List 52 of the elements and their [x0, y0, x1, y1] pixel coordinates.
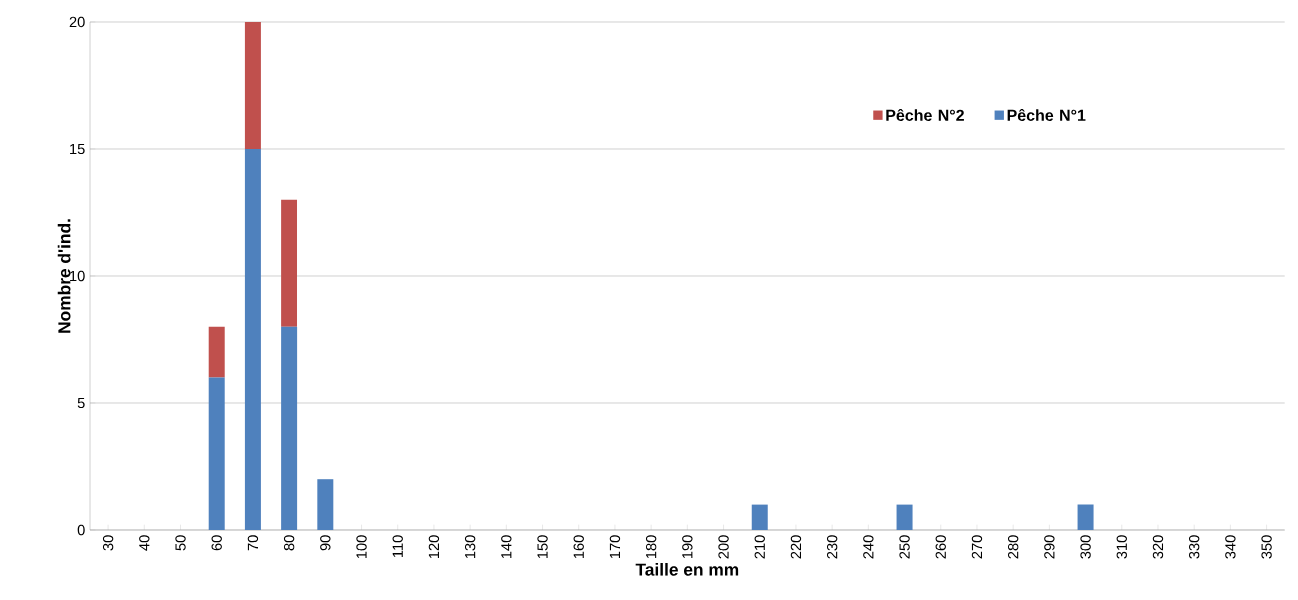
legend-label: Pêche N°2	[886, 108, 964, 121]
bar	[1077, 504, 1094, 530]
y-tick-label: 20	[69, 16, 85, 28]
y-tick-label: 10	[70, 270, 85, 282]
x-tick-label: 190	[682, 535, 693, 559]
x-tick-label: 270	[971, 535, 983, 559]
x-tick-label: 290	[1044, 535, 1055, 559]
x-tick-label: 140	[501, 535, 512, 559]
bar	[317, 479, 334, 530]
x-tick-label: 40	[139, 535, 150, 551]
x-tick-label: 210	[754, 535, 765, 559]
x-tick-label: 240	[863, 535, 874, 559]
x-tick-label: 50	[175, 535, 186, 551]
x-tick-label: 160	[573, 535, 584, 559]
bar	[208, 326, 225, 378]
x-tick-label: 100	[356, 535, 367, 559]
bar	[896, 504, 913, 530]
x-tick-label: 330	[1189, 535, 1200, 559]
x-tick-label: 180	[645, 535, 657, 559]
x-tick-label: 260	[935, 535, 946, 559]
x-tick-label: 110	[392, 535, 403, 557]
y-tick-label: 15	[70, 143, 85, 155]
x-tick-label: 250	[899, 535, 910, 559]
x-tick-label: 350	[1261, 535, 1272, 559]
x-tick-label: 280	[1007, 535, 1019, 559]
x-tick-label: 300	[1080, 535, 1091, 559]
bar	[751, 504, 768, 530]
x-tick-label: 90	[320, 535, 331, 551]
x-tick-label: 120	[428, 535, 440, 559]
x-tick-label: 70	[247, 535, 259, 551]
bar	[208, 377, 225, 530]
x-tick-label: 30	[102, 535, 114, 551]
x-tick-label: 170	[609, 535, 621, 559]
bar	[244, 22, 261, 149]
x-tick-label: 320	[1152, 535, 1164, 559]
x-tick-label: 150	[537, 535, 548, 559]
y-tick-label: 0	[77, 524, 85, 536]
bar	[244, 149, 261, 530]
y-tick-label: 5	[77, 397, 85, 409]
x-tick-label: 80	[283, 535, 295, 551]
x-tick-label: 200	[718, 535, 729, 559]
x-tick-label: 60	[211, 535, 222, 551]
bar	[281, 326, 298, 530]
legend-label: Pêche N°1	[1007, 108, 1086, 121]
x-tick-label: 340	[1225, 535, 1236, 559]
bar	[281, 199, 298, 327]
x-tick-label: 310	[1116, 535, 1127, 559]
x-tick-label: 220	[790, 535, 802, 559]
y-axis-title: Nombre d'ind.	[57, 219, 71, 333]
x-tick-label: 130	[464, 535, 476, 559]
x-tick-label: 230	[826, 535, 838, 559]
x-axis-title: Taille en mm	[635, 563, 739, 576]
